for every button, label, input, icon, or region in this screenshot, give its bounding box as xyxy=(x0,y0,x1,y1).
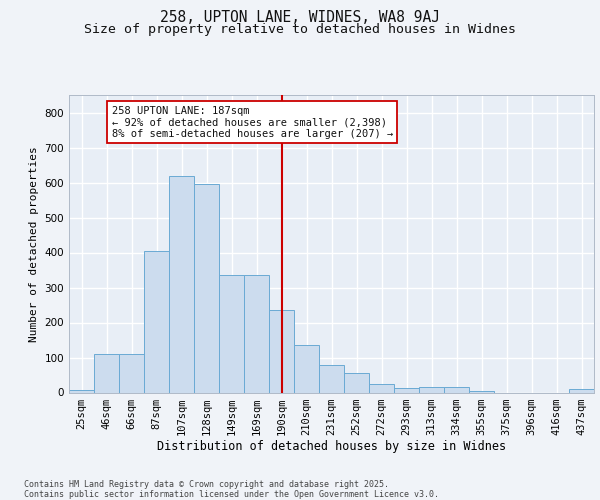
Text: 258 UPTON LANE: 187sqm
← 92% of detached houses are smaller (2,398)
8% of semi-d: 258 UPTON LANE: 187sqm ← 92% of detached… xyxy=(112,106,393,138)
Bar xyxy=(269,310,294,392)
Bar xyxy=(194,184,219,392)
Bar xyxy=(144,251,169,392)
Bar xyxy=(69,390,94,392)
Bar xyxy=(319,364,344,392)
Text: Contains HM Land Registry data © Crown copyright and database right 2025.
Contai: Contains HM Land Registry data © Crown c… xyxy=(24,480,439,499)
Y-axis label: Number of detached properties: Number of detached properties xyxy=(29,146,39,342)
Text: Size of property relative to detached houses in Widnes: Size of property relative to detached ho… xyxy=(84,22,516,36)
Bar xyxy=(569,389,594,392)
Bar xyxy=(169,176,194,392)
Bar xyxy=(94,354,119,393)
Bar xyxy=(394,388,419,392)
Bar xyxy=(444,387,469,392)
Bar xyxy=(244,275,269,392)
Bar xyxy=(119,354,144,393)
X-axis label: Distribution of detached houses by size in Widnes: Distribution of detached houses by size … xyxy=(157,440,506,454)
Bar xyxy=(344,373,369,392)
Bar xyxy=(369,384,394,392)
Bar xyxy=(219,275,244,392)
Text: 258, UPTON LANE, WIDNES, WA8 9AJ: 258, UPTON LANE, WIDNES, WA8 9AJ xyxy=(160,10,440,25)
Bar xyxy=(419,387,444,392)
Bar xyxy=(294,345,319,393)
